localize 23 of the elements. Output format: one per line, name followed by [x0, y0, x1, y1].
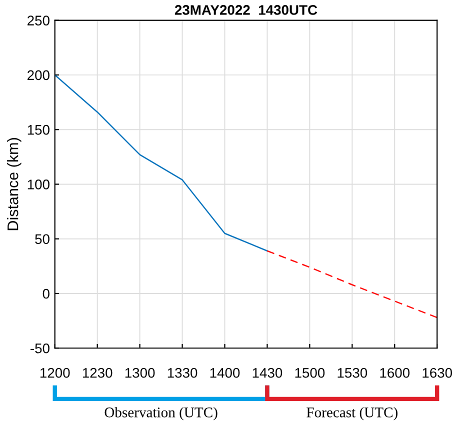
- chart-title: 23MAY2022 1430UTC: [174, 5, 318, 15]
- x-tick-label: 1530: [338, 368, 368, 378]
- y-tick-label: -50: [30, 343, 50, 354]
- x-tick-label: 1330: [168, 368, 198, 378]
- y-tick-label: 50: [35, 234, 50, 244]
- line-series: [54, 74, 268, 252]
- text: Observation (UTC): [104, 407, 218, 420]
- x-tick-label: 1300: [125, 368, 155, 378]
- y-axis-title: Distance (km): [7, 138, 22, 230]
- text: Forecast (UTC): [306, 407, 398, 420]
- y-tick-label: 250: [28, 16, 50, 26]
- x-tick-label: 1230: [82, 368, 112, 378]
- x-tick-label: 1630: [422, 368, 452, 378]
- line-series: [266, 250, 438, 318]
- y-tick-label: 150: [28, 124, 50, 135]
- x-tick-label: 1430: [252, 368, 282, 378]
- y-tick-label: 200: [28, 70, 50, 80]
- x-tick-label: 1200: [40, 368, 70, 378]
- y-tick-label: 100: [28, 180, 50, 190]
- x-tick-label: 1500: [295, 368, 325, 378]
- x-tick-label: 1400: [210, 368, 240, 378]
- x-tick-label: 1600: [380, 368, 410, 378]
- y-tick-label: 0: [42, 288, 50, 299]
